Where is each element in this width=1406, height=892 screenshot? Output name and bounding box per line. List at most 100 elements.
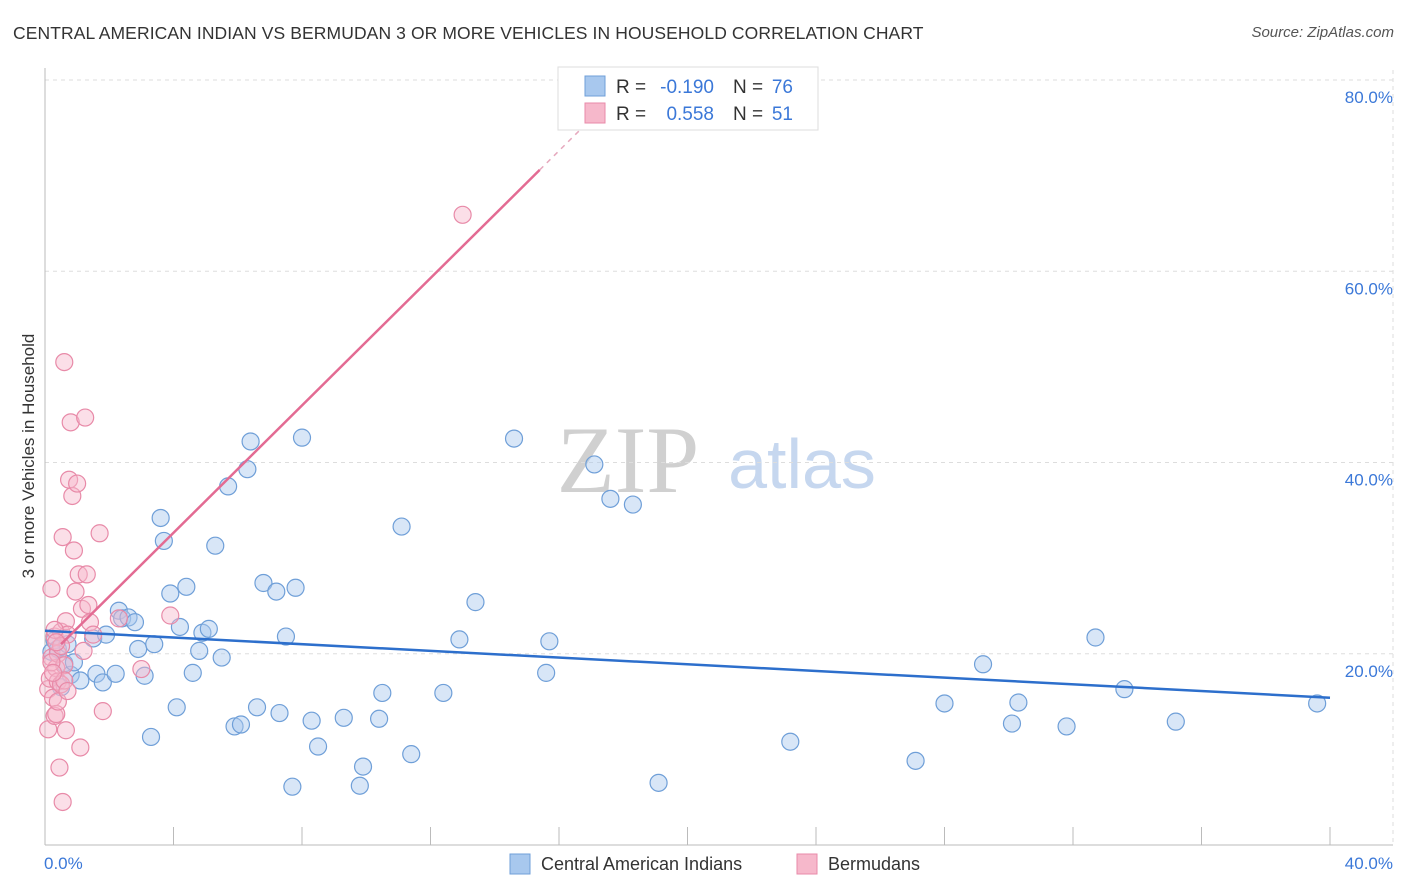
legend-swatch-pink [796,853,818,875]
trend-line-bermudans-extension [539,127,583,171]
point-central-american-indians [206,536,225,555]
point-bermudans [453,205,472,224]
point-central-american-indians [145,635,164,654]
point-bermudans [77,565,96,584]
point-bermudans [90,524,109,543]
point-bermudans [61,413,80,432]
stats-swatch-blue [584,75,606,97]
stats-swatch-pink [584,102,606,124]
y-tick-label: 80.0% [1345,88,1393,107]
point-central-american-indians [781,732,800,751]
point-central-american-indians [973,655,993,674]
point-bermudans [93,702,112,721]
stats-r-value: 0.558 [666,104,714,125]
point-central-american-indians [623,495,642,514]
y-tick-labels: 20.0% 40.0% 60.0% 80.0% [1345,88,1393,681]
point-central-american-indians [190,641,209,660]
point-central-american-indians [254,573,273,593]
trend-lines [44,127,1331,699]
point-bermudans [53,527,72,547]
point-central-american-indians [585,455,604,474]
point-bermudans [74,641,93,660]
stats-n-value: 51 [772,104,793,125]
point-central-american-indians [537,663,556,682]
x-tick-label-max: 40.0% [1345,854,1393,873]
point-central-american-indians [183,663,202,682]
point-central-american-indians [286,578,305,597]
point-central-american-indians [167,698,186,717]
point-central-american-indians [177,577,196,596]
point-central-american-indians [402,745,421,764]
point-bermudans [66,582,85,601]
point-central-american-indians [212,648,231,667]
point-central-american-indians [308,737,328,756]
point-bermudans [64,541,84,560]
y-tick-label: 60.0% [1345,279,1393,298]
point-central-american-indians [353,757,373,776]
point-bermudans [68,474,87,493]
point-bermudans [71,738,90,757]
point-bermudans [58,681,77,701]
trend-line-central-american-indians [44,629,1331,699]
trend-line-bermudans [60,168,541,646]
legend-swatch-blue [509,853,531,875]
point-central-american-indians [504,429,524,448]
point-bermudans [76,408,95,427]
point-central-american-indians [350,776,369,795]
point-central-american-indians [270,703,289,723]
chart-title: CENTRAL AMERICAN INDIAN VS BERMUDAN 3 OR… [13,23,924,43]
point-bermudans [42,579,61,598]
point-central-american-indians [601,489,620,508]
series-legend: Central American Indians Bermudans [509,853,920,875]
point-bermudans [109,609,128,628]
point-bermudans [132,659,151,679]
series-bermudans [39,205,472,812]
point-bermudans [55,352,74,372]
point-bermudans [43,663,63,682]
point-central-american-indians [247,698,267,717]
stats-n-value: 76 [772,77,793,98]
point-central-american-indians [450,630,469,649]
watermark-zip: ZIP [557,407,700,513]
point-central-american-indians [1009,693,1028,712]
point-central-american-indians [106,664,125,683]
point-central-american-indians [373,683,392,703]
point-central-american-indians [540,632,559,651]
point-central-american-indians [370,709,389,728]
point-central-american-indians [125,613,145,632]
point-bermudans [53,792,72,812]
point-central-american-indians [225,717,244,736]
point-central-american-indians [1086,628,1105,647]
y-tick-label: 20.0% [1345,662,1393,681]
point-bermudans [50,758,69,777]
stats-legend: R = -0.190 N = 76 R = 0.558 N = 51 [557,66,819,131]
stats-n-label: N = [733,77,763,98]
point-central-american-indians [93,673,112,692]
point-central-american-indians [434,683,453,703]
point-central-american-indians [1115,680,1134,699]
point-central-american-indians [334,708,353,727]
point-central-american-indians [1166,712,1185,731]
y-axis-label: 3 or more Vehicles in Household [19,334,38,579]
watermark-atlas: atlas [728,425,876,503]
point-central-american-indians [466,593,485,612]
x-tick-label-min: 0.0% [44,854,83,873]
point-central-american-indians [161,584,180,603]
legend-label-bermudans: Bermudans [828,854,920,874]
point-central-american-indians [1002,714,1022,733]
stats-r-label: R = [616,104,646,125]
point-central-american-indians [238,460,257,479]
point-central-american-indians [649,773,668,792]
point-central-american-indians [392,517,411,536]
point-central-american-indians [1057,717,1076,736]
point-central-american-indians [283,777,302,796]
point-central-american-indians [1308,694,1327,713]
point-central-american-indians [219,477,238,496]
point-central-american-indians [231,715,251,734]
point-bermudans [56,721,75,740]
axes [44,68,1393,846]
stats-r-value: -0.190 [660,77,714,98]
point-central-american-indians [267,582,286,601]
legend-label-central-american-indians: Central American Indians [541,854,742,874]
